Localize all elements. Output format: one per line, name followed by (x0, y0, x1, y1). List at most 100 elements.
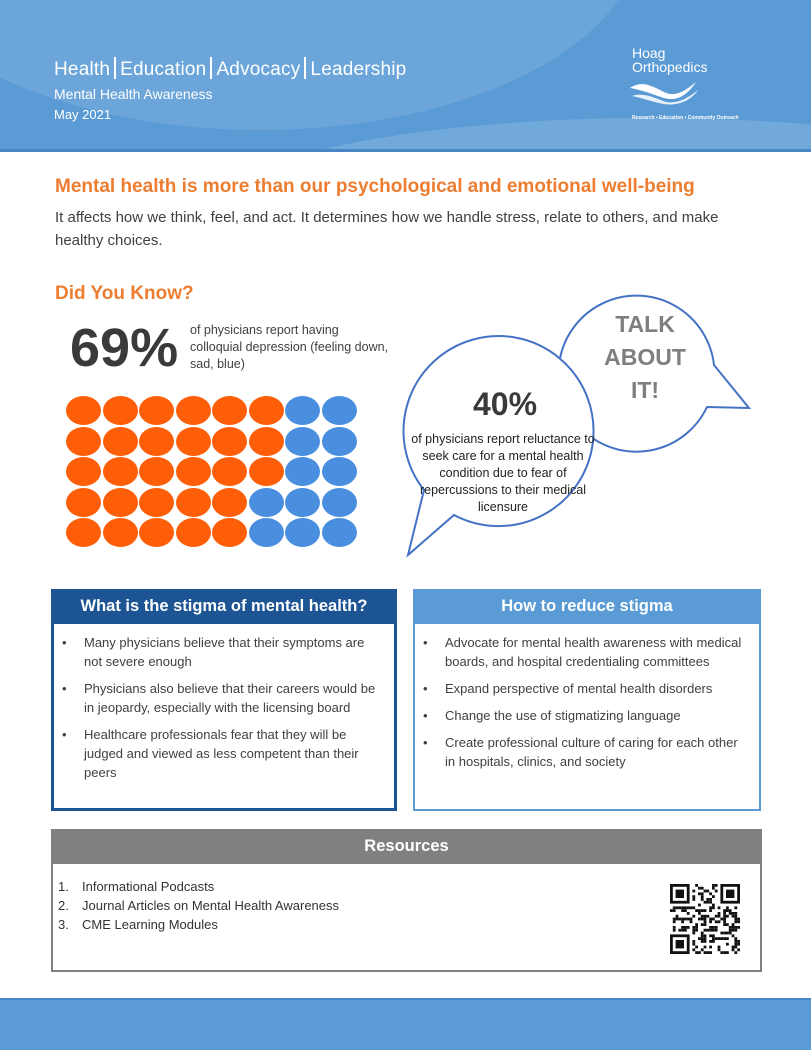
resources-title: Resources (51, 829, 762, 864)
dot-highlighted (212, 426, 247, 456)
dot-rest (248, 487, 284, 517)
stat-40-bubble-shape (402, 335, 595, 558)
resource-label: Journal Articles on Mental Health Awaren… (82, 898, 340, 913)
resource-number: 1. (58, 879, 69, 894)
dot-rest (321, 487, 357, 517)
list-item: Physicians also believe that their caree… (60, 679, 386, 717)
list-item: Change the use of stigmatizing language (421, 706, 751, 725)
talk-bubble-shape (557, 294, 752, 453)
talk-about-it-text: TALK ABOUT IT! (590, 308, 700, 407)
dot-rest (321, 426, 357, 456)
resource-number: 3. (58, 917, 69, 932)
dot-highlighted (102, 396, 138, 425)
dot-highlighted (248, 457, 284, 486)
dot-highlighted (139, 396, 174, 425)
stat-40-description: of physicians report reluctance to seek … (411, 432, 595, 514)
dot-highlighted (139, 426, 174, 456)
intro-headline: Mental health is more than our psycholog… (55, 176, 695, 197)
dot-highlighted (212, 518, 247, 547)
resource-label: Informational Podcasts (82, 879, 215, 894)
talk-line: IT! (630, 377, 660, 403)
dot-highlighted (248, 396, 284, 425)
speech-bubbles (402, 294, 752, 558)
list-item: Create professional culture of caring fo… (421, 733, 751, 771)
dot-highlighted (139, 518, 174, 547)
dot-rest (321, 457, 357, 486)
pillar-health: Health (54, 59, 111, 80)
logo-line-1: Hoag (632, 45, 666, 61)
resource-item[interactable]: 2. Journal Articles on Mental Health Awar… (58, 896, 760, 915)
dot-highlighted (212, 487, 247, 517)
footer-bar (0, 998, 811, 1050)
dot-highlighted (66, 487, 101, 517)
list-item: Expand perspective of mental health diso… (421, 679, 751, 698)
header-banner: Health Education Advocacy Leadership Mental… (0, 0, 811, 152)
pillar-education: Education (120, 59, 207, 80)
did-you-know-heading: Did You Know? (55, 283, 194, 304)
list-item: Many physicians believe that their sympt… (60, 633, 386, 671)
resources-panel: Resources 1. Informational Podcasts 2. Jou… (51, 829, 762, 972)
resource-item[interactable]: 3. CME Learning Modules (58, 915, 760, 934)
dot-rest (321, 396, 357, 425)
dot-highlighted (175, 426, 211, 456)
talk-line: ABOUT (604, 344, 686, 370)
stigma-panel-title: What is the stigma of mental health? (51, 589, 397, 624)
logo-tagline: Research • Education • Community Outreac… (632, 115, 739, 121)
issue-date: May 2021 (54, 107, 112, 122)
intro-body: It affects how we think, feel, and act. … (55, 209, 719, 249)
stigma-list: Many physicians believe that their sympt… (54, 624, 394, 782)
dot-highlighted (102, 487, 138, 517)
dot-highlighted (175, 457, 211, 486)
dot-highlighted (248, 426, 284, 456)
dot-rest (285, 457, 320, 486)
stat-69-value: 69% (70, 318, 179, 378)
logo-wave-icon (630, 82, 698, 105)
dot-highlighted (212, 396, 247, 425)
talk-line: TALK (615, 311, 675, 337)
dot-rest (285, 487, 320, 517)
reduce-stigma-panel: How to reduce stigma Advocate for mental… (413, 589, 761, 811)
pillar-divider (304, 57, 307, 79)
dot-highlighted (66, 518, 101, 547)
dot-highlighted (139, 487, 174, 517)
dot-highlighted (102, 518, 138, 547)
logo-line-2: Orthopedics (632, 59, 708, 75)
pillar-advocacy: Advocacy (216, 59, 301, 80)
dot-rest (248, 518, 284, 547)
dot-highlighted (102, 457, 138, 486)
dot-rest (285, 426, 320, 456)
dot-rest (321, 518, 357, 547)
dot-highlighted (66, 396, 101, 425)
resources-list: 1. Informational Podcasts 2. Journal Artic… (53, 864, 760, 934)
dot-rest (285, 518, 320, 547)
list-item: Advocate for mental health awareness wit… (421, 633, 751, 671)
reduce-stigma-panel-title: How to reduce stigma (413, 589, 761, 624)
resource-number: 2. (58, 898, 69, 913)
dot-highlighted (66, 426, 101, 456)
hoag-orthopedics-logo: Hoag Orthopedics Research • Education • … (628, 46, 778, 126)
reduce-stigma-list: Advocate for mental health awareness wit… (415, 624, 759, 771)
dot-highlighted (102, 426, 138, 456)
resource-label: CME Learning Modules (82, 917, 218, 932)
dot-highlighted (175, 396, 211, 425)
dot-rest (285, 396, 320, 425)
list-item: Healthcare professionals fear that they … (60, 725, 386, 782)
stigma-panel: What is the stigma of mental health? Man… (51, 589, 397, 811)
dot-highlighted (139, 457, 174, 486)
stat-69-description: of physicians report having colloquial d… (190, 323, 389, 371)
dot-highlighted (66, 457, 101, 486)
pillar-divider (114, 57, 117, 79)
pillar-divider (210, 57, 213, 79)
newsletter-subtitle: Mental Health Awareness (54, 86, 213, 102)
pillar-leadership: Leadership (310, 59, 407, 80)
dot-highlighted (175, 518, 211, 547)
logo-wordmark: Hoag Orthopedics (632, 46, 707, 74)
dot-highlighted (175, 487, 211, 517)
stat-40-value: 40% (472, 386, 538, 422)
banner-base-line (0, 149, 811, 152)
pillars-title: Health Education Advocacy Leadership (54, 57, 406, 81)
resource-item[interactable]: 1. Informational Podcasts (58, 877, 760, 896)
dot-grid-infographic (66, 396, 358, 549)
qr-code-icon[interactable] (670, 884, 740, 954)
dot-highlighted (212, 457, 247, 486)
